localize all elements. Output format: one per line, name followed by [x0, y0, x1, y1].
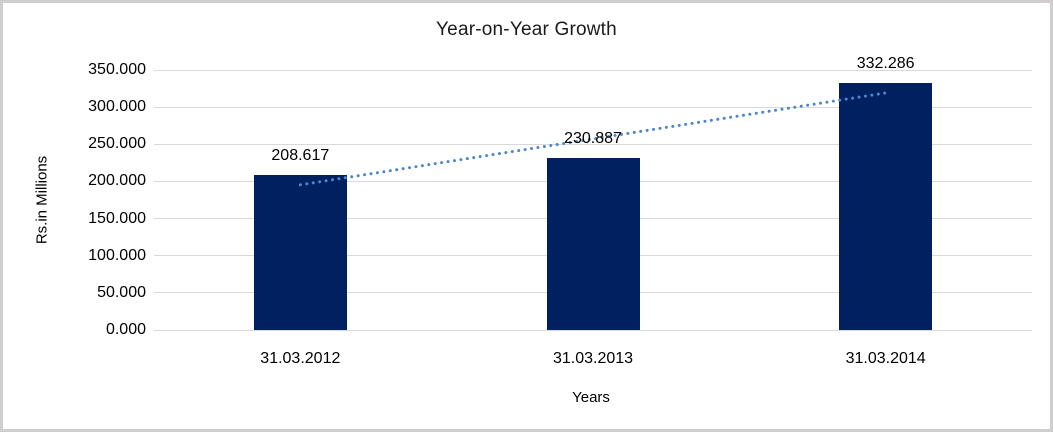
bars-layer	[3, 3, 1050, 429]
data-label: 208.617	[271, 147, 330, 165]
y-tick-label: 150.000	[88, 209, 146, 227]
bar	[546, 158, 640, 330]
x-axis-title: Years	[572, 389, 610, 406]
annotations-layer: 0.000 50.000 100.000 150.000 200.000 250.000 3…	[3, 3, 1050, 429]
y-gridline	[154, 69, 1032, 71]
data-label: 230.887	[564, 130, 622, 148]
y-tick-label: 350.000	[88, 61, 146, 78]
y-tick-label: 100.000	[88, 246, 146, 264]
y-tick-label: 300.000	[88, 98, 146, 116]
x-tick-label: 31.03.2012	[260, 350, 341, 367]
y-tick-label: 0.000	[105, 321, 146, 338]
bar	[253, 175, 347, 330]
y-gridline	[154, 329, 1032, 331]
y-tick-label: 200.000	[88, 172, 146, 190]
x-tick-label: 31.03.2013	[552, 350, 634, 367]
x-tick-label: 31.03.2014	[845, 350, 926, 367]
chart-title: Year-on-Year Growth	[436, 19, 617, 40]
y-tick-label: 50.000	[97, 283, 146, 301]
data-label: 332.286	[856, 55, 915, 73]
y-tick-label: 250.000	[88, 135, 146, 153]
